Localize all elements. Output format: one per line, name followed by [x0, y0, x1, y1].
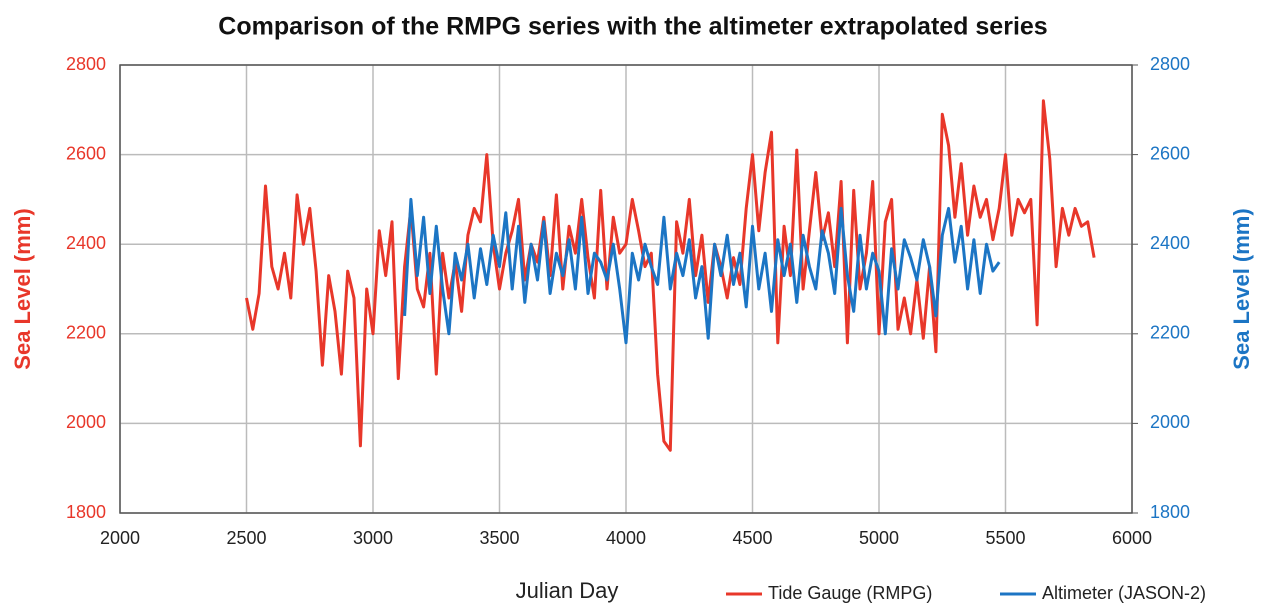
series-line	[245, 99, 1096, 452]
x-tick-label: 3000	[353, 528, 393, 548]
x-tick-label: 4000	[606, 528, 646, 548]
y2-axis-label: Sea Level (mm)	[1229, 208, 1254, 369]
y2-tick-label: 2600	[1150, 143, 1190, 163]
plot-frame	[119, 64, 1133, 514]
y-tick-label: 2400	[66, 233, 106, 253]
y2-tick-label: 2400	[1150, 233, 1190, 253]
x-tick-label: 5000	[859, 528, 899, 548]
x-axis-label: Julian Day	[516, 578, 619, 603]
y2-tick-label: 2000	[1150, 412, 1190, 432]
x-tick-label: 5500	[985, 528, 1025, 548]
x-tick-label: 2000	[100, 528, 140, 548]
y-tick-label: 1800	[66, 502, 106, 522]
y-axis-label: Sea Level (mm)	[10, 208, 35, 369]
y-tick-label: 2800	[66, 54, 106, 74]
chart-title: Comparison of the RMPG series with the a…	[218, 13, 1047, 41]
y-tick-label: 2000	[66, 412, 106, 432]
x-tick-label: 4500	[732, 528, 772, 548]
x-tick-label: 2500	[226, 528, 266, 548]
x-tick-label: 6000	[1112, 528, 1152, 548]
series-line	[403, 197, 1001, 345]
x-tick-label: 3500	[479, 528, 519, 548]
y2-tick-label: 1800	[1150, 502, 1190, 522]
y2-tick-label: 2800	[1150, 54, 1190, 74]
y2-tick-label: 2200	[1150, 323, 1190, 343]
legend-label: Altimeter (JASON-2)	[1042, 583, 1206, 603]
legend-label: Tide Gauge (RMPG)	[768, 583, 932, 603]
y-tick-label: 2600	[66, 143, 106, 163]
y-tick-label: 2200	[66, 323, 106, 343]
